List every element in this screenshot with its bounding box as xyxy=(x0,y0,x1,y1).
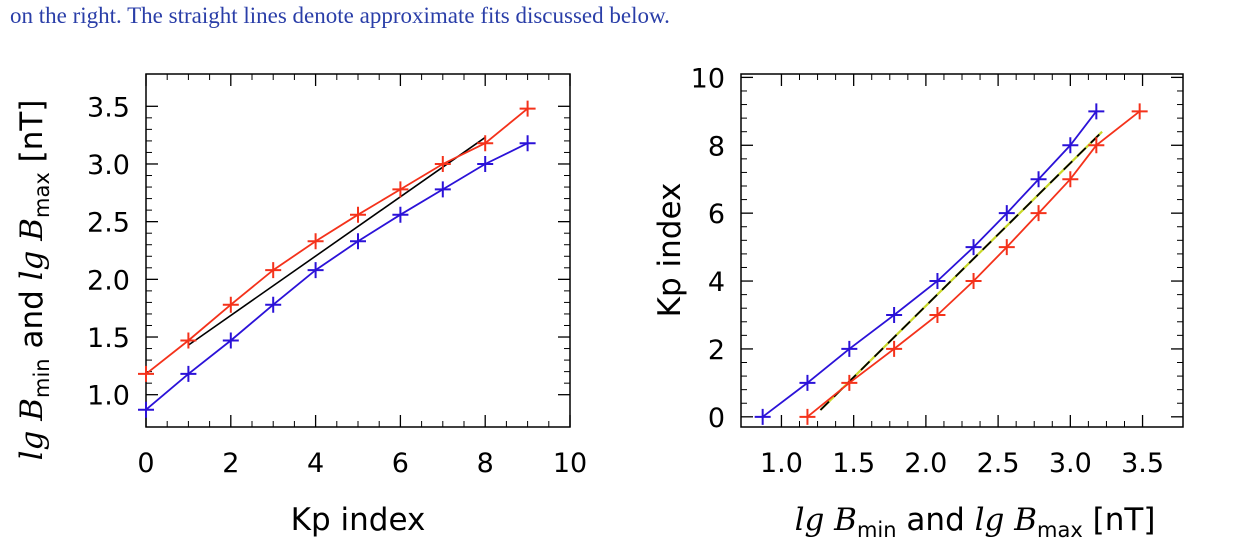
right-series-min-point xyxy=(929,273,946,290)
left-series-max-point xyxy=(477,135,494,152)
right-x-axis-label-unit: [nT] xyxy=(1083,502,1156,538)
right-series-min-point xyxy=(886,306,903,323)
left-y-axis-label-lg: lg xyxy=(14,431,50,461)
left-series-max-point xyxy=(392,181,409,198)
left-y-axis-label-sub-max: max xyxy=(30,172,54,218)
right-x-axis-label: lg Bmin and lg Bmax [nT] xyxy=(795,502,1156,542)
right-x-axis-label-and: and xyxy=(897,502,975,538)
left-series-min-point xyxy=(138,401,154,418)
right-x-axis-label-sub-min: min xyxy=(857,518,897,542)
right-x-tick-label: 3.5 xyxy=(1121,448,1164,479)
left-x-axis-label: Kp index xyxy=(291,502,426,538)
right-x-tick-label: 2.0 xyxy=(904,448,947,479)
left-series-min-point xyxy=(222,332,239,349)
right-x-tick-label: 2.5 xyxy=(977,448,1020,479)
left-series-max-point xyxy=(180,332,197,349)
left-y-axis-label-b2: B xyxy=(14,218,50,251)
right-series-max-line xyxy=(806,110,1141,418)
left-series-max-point xyxy=(434,155,451,172)
left-y-tick-label: 2.5 xyxy=(87,208,130,239)
left-series-max-point xyxy=(307,233,324,250)
left-x-tick-label: 6 xyxy=(392,448,409,479)
right-x-tick-label: 1.0 xyxy=(760,448,803,479)
right-series-min-line xyxy=(762,110,1098,418)
right-series-min-point xyxy=(754,408,771,425)
right-panel: 1.0 1.5 2.0 2.5 3.0 3.5 0 2 4 6 8 10 Kp index lg Bmin… xyxy=(652,63,1184,542)
left-series-min-point xyxy=(519,135,536,152)
left-y-axis-label-b: B xyxy=(14,398,50,431)
left-series-max-point xyxy=(350,206,366,223)
left-series-min-point xyxy=(477,155,494,172)
caption-fragment: on the right. The straight lines denote … xyxy=(10,3,670,28)
right-fit-line-dashed xyxy=(819,131,1103,411)
left-series-max-point xyxy=(265,262,282,279)
left-y-tick-label: 3.0 xyxy=(87,150,130,181)
right-y-axis-label: Kp index xyxy=(652,183,688,318)
right-series-min-point xyxy=(1062,137,1079,154)
left-y-tick-label: 3.5 xyxy=(87,92,130,123)
left-y-tick-label: 1.0 xyxy=(87,381,130,412)
left-series-min-point xyxy=(392,206,409,223)
left-series-min-line xyxy=(145,142,528,411)
right-series-min-point xyxy=(1088,103,1105,120)
right-y-tick-label: 6 xyxy=(708,199,725,230)
left-series-min-point xyxy=(265,296,282,313)
left-y-tick-label: 2.0 xyxy=(87,265,130,296)
right-series-min-point xyxy=(1030,171,1047,188)
left-panel: 0 2 4 6 8 10 1.0 1.5 2.0 2.5 3.0 3.5 Kp index lg Bmin… xyxy=(14,73,587,538)
left-series-min-point xyxy=(307,262,324,279)
right-y-tick-label: 0 xyxy=(708,403,725,434)
right-series-max-point xyxy=(799,408,816,425)
right-y-tick-label: 4 xyxy=(708,267,725,298)
left-y-tick-label: 1.5 xyxy=(87,323,130,354)
left-series-max-point xyxy=(138,365,154,382)
right-x-axis-label-lg2: lg xyxy=(975,502,1005,538)
right-series-min-point xyxy=(965,239,982,256)
right-series-min-point xyxy=(799,374,816,391)
left-x-tick-label: 8 xyxy=(477,448,494,479)
left-x-tick-label: 10 xyxy=(553,448,587,479)
left-y-axis-label: lg Bmin and lg Bmax [nT] xyxy=(14,100,54,461)
right-y-tick-label: 8 xyxy=(708,131,725,162)
left-x-tick-label: 0 xyxy=(137,448,154,479)
right-series-min-point xyxy=(841,340,858,357)
right-series-max-point xyxy=(886,340,903,357)
left-fit-line xyxy=(187,136,486,346)
right-y-tick-label: 2 xyxy=(708,335,725,366)
left-y-axis-label-and: and xyxy=(14,280,50,358)
right-x-tick-label: 1.5 xyxy=(832,448,875,479)
right-x-axis-label-b: B xyxy=(824,502,857,538)
right-y-tick-label: 10 xyxy=(691,63,725,94)
right-series-max-point xyxy=(998,239,1015,256)
right-x-axis-label-lg: lg xyxy=(795,502,825,538)
left-series-max-point xyxy=(222,296,239,313)
left-y-axis-label-unit: [nT] xyxy=(14,100,50,173)
right-series-max-point xyxy=(1030,205,1047,222)
right-series-max-point xyxy=(841,374,858,391)
left-series-min-point xyxy=(350,233,366,250)
right-series-max-point xyxy=(1088,137,1105,154)
right-series-max-point xyxy=(965,273,982,290)
left-series-max-point xyxy=(519,100,536,117)
left-x-tick-label: 4 xyxy=(307,448,324,479)
right-series-min-point xyxy=(998,205,1015,222)
left-y-axis-label-lg2: lg xyxy=(14,251,50,281)
right-plot-frame xyxy=(740,73,1184,428)
left-series-max-line xyxy=(145,107,529,375)
right-series-max-point xyxy=(929,306,946,323)
right-x-tick-label: 3.0 xyxy=(1049,448,1092,479)
right-series-max-point xyxy=(1131,103,1148,120)
right-x-axis-label-b2: B xyxy=(1004,502,1037,538)
left-x-tick-label: 2 xyxy=(222,448,239,479)
right-x-axis-label-sub-max: max xyxy=(1037,518,1083,542)
right-series-max-point xyxy=(1062,171,1079,188)
left-series-min-point xyxy=(180,365,197,382)
left-y-axis-label-sub-min: min xyxy=(30,358,54,398)
left-series-min-point xyxy=(434,181,451,198)
